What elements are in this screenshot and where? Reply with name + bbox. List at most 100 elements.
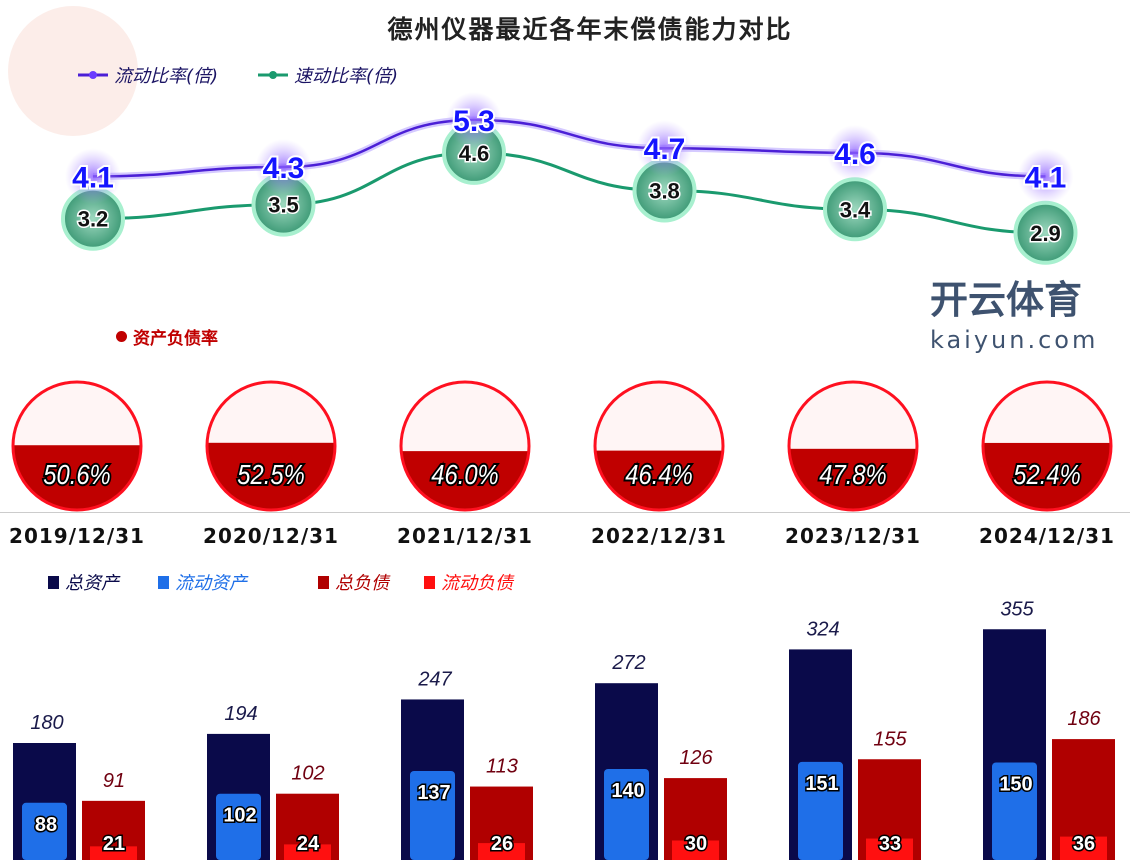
legend-swatch-icon bbox=[158, 575, 169, 589]
current-liabilities-bar bbox=[866, 838, 913, 860]
current-assets-bar bbox=[22, 802, 67, 860]
legend-label: 总资产 bbox=[65, 573, 119, 594]
current-assets-value-label: 151 bbox=[805, 773, 838, 795]
current-ratio-data-label: 4.7 bbox=[644, 133, 686, 166]
current-liabilities-value-label: 30 bbox=[685, 833, 707, 855]
current-liabilities-value-label: 21 bbox=[103, 833, 125, 855]
legend-label: 流动比率(倍) bbox=[114, 66, 219, 87]
current-assets-bar bbox=[992, 762, 1037, 860]
legend-line-marker-icon bbox=[258, 71, 288, 79]
total-liabilities-value-label: 126 bbox=[679, 747, 713, 769]
current-assets-bar bbox=[604, 769, 649, 860]
current-liabilities-bar bbox=[672, 840, 719, 860]
quick-ratio-data-label: 3.5 bbox=[268, 193, 299, 218]
current-liabilities-value-label: 33 bbox=[879, 833, 901, 855]
current-ratio-line bbox=[92, 118, 1046, 178]
legend-current-assets: 流动资产 bbox=[158, 569, 247, 595]
quick-ratio-data-label: 3.4 bbox=[840, 197, 871, 222]
legend-swatch-icon bbox=[48, 575, 59, 589]
current-ratio-data-label: 5.3 bbox=[453, 105, 495, 138]
current-ratio-data-label: 4.1 bbox=[72, 161, 114, 194]
total-assets-value-label: 194 bbox=[224, 703, 257, 725]
current-assets-value-label: 102 bbox=[223, 805, 256, 827]
gauge-ring bbox=[205, 380, 337, 512]
watermark-logo: 开云体育 bbox=[930, 278, 1083, 322]
divider bbox=[0, 512, 1130, 513]
current-assets-bar bbox=[410, 770, 455, 860]
legend-quick-ratio: 速动比率(倍) bbox=[258, 62, 398, 88]
gauge-value-label: 46.0% bbox=[431, 458, 498, 490]
legend-debt-ratio: 资产负债率 bbox=[116, 324, 218, 349]
total-liabilities-value-label: 113 bbox=[486, 756, 518, 778]
x-tick-label: 2021/12/31 bbox=[397, 524, 533, 548]
quick-ratio-data-label: 2.9 bbox=[1030, 221, 1061, 246]
total-assets-value-label: 272 bbox=[611, 652, 645, 674]
quick-ratio-data-label: 3.8 bbox=[649, 179, 680, 204]
current-ratio-point bbox=[636, 120, 693, 177]
current-ratio-point bbox=[255, 139, 312, 195]
current-assets-value-label: 150 bbox=[999, 774, 1032, 796]
decorative-emblem bbox=[8, 6, 138, 136]
gauge-value-label: 46.4% bbox=[625, 458, 692, 490]
x-tick-label: 2024/12/31 bbox=[979, 524, 1115, 548]
chart-title: 德州仪器最近各年末偿债能力对比 bbox=[387, 15, 793, 44]
current-liabilities-bar bbox=[90, 846, 137, 860]
gauge-ring bbox=[981, 380, 1113, 512]
current-ratio-point bbox=[65, 148, 121, 205]
x-tick-label: 2019/12/31 bbox=[9, 524, 145, 548]
current-ratio-data-label: 4.3 bbox=[263, 152, 305, 185]
current-assets-bar bbox=[216, 793, 261, 860]
legend-label: 流动负债 bbox=[441, 573, 513, 594]
gauge-value-label: 50.6% bbox=[43, 458, 110, 490]
legend-swatch-icon bbox=[318, 575, 329, 589]
current-ratio-point bbox=[446, 92, 502, 148]
gauge-value-label: 52.5% bbox=[237, 458, 304, 490]
x-tick-label: 2023/12/31 bbox=[785, 524, 921, 548]
total-liabilities-value-label: 155 bbox=[873, 728, 907, 750]
legend-label: 流动资产 bbox=[175, 573, 247, 594]
current-assets-value-label: 140 bbox=[611, 780, 644, 802]
current-liabilities-bar bbox=[284, 844, 331, 860]
current-ratio-point bbox=[1017, 148, 1074, 205]
gauge-ring bbox=[787, 380, 919, 512]
gauge-ring bbox=[593, 380, 725, 512]
current-ratio-data-label: 4.6 bbox=[834, 138, 876, 171]
current-ratio-point bbox=[827, 124, 883, 181]
current-liabilities-value-label: 24 bbox=[297, 833, 320, 855]
legend-line-marker-icon bbox=[78, 71, 108, 79]
gauge-value-label: 52.4% bbox=[1013, 458, 1080, 490]
legend-label: 总负债 bbox=[335, 573, 389, 594]
total-assets-value-label: 180 bbox=[30, 712, 63, 734]
total-liabilities-value-label: 102 bbox=[291, 763, 324, 785]
gauge-ring bbox=[11, 380, 143, 512]
current-assets-value-label: 137 bbox=[417, 782, 450, 804]
legend-total-liabilities: 总负债 bbox=[318, 569, 389, 595]
gauge-value-label: 47.8% bbox=[819, 458, 886, 490]
quick-ratio-data-label: 3.2 bbox=[78, 207, 109, 232]
legend-dot-icon bbox=[116, 331, 127, 342]
current-ratio-data-label: 4.1 bbox=[1025, 161, 1067, 194]
legend-current-ratio: 流动比率(倍) bbox=[78, 62, 218, 88]
legend-total-assets: 总资产 bbox=[48, 569, 119, 595]
legend-label: 速动比率(倍) bbox=[294, 66, 399, 87]
legend-label: 资产负债率 bbox=[133, 329, 218, 349]
total-assets-value-label: 247 bbox=[417, 668, 452, 690]
current-liabilities-bar bbox=[1060, 836, 1107, 860]
legend-current-liabilities: 流动负债 bbox=[424, 569, 513, 595]
current-liabilities-value-label: 36 bbox=[1073, 833, 1095, 855]
current-assets-value-label: 88 bbox=[35, 814, 57, 836]
legend-swatch-icon bbox=[424, 575, 435, 589]
current-liabilities-bar bbox=[478, 843, 525, 860]
current-assets-bar bbox=[798, 761, 843, 860]
watermark-url: kaiyun.com bbox=[930, 326, 1099, 354]
x-tick-label: 2020/12/31 bbox=[203, 524, 339, 548]
total-liabilities-value-label: 91 bbox=[103, 770, 125, 792]
x-tick-label: 2022/12/31 bbox=[591, 524, 727, 548]
current-liabilities-value-label: 26 bbox=[491, 833, 513, 855]
total-assets-value-label: 355 bbox=[1000, 598, 1034, 620]
gauge-ring bbox=[399, 380, 531, 512]
total-assets-value-label: 324 bbox=[806, 618, 839, 640]
total-liabilities-value-label: 186 bbox=[1067, 708, 1101, 730]
